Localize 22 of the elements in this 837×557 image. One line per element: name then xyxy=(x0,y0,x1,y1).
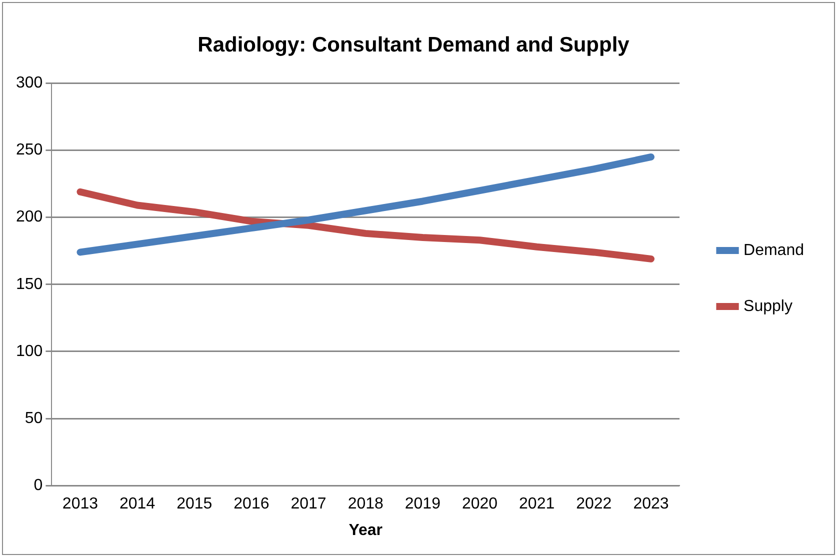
x-tick-label: 2013 xyxy=(62,496,98,513)
x-tick-label: 2018 xyxy=(348,496,384,513)
y-tick-label: 250 xyxy=(16,142,43,159)
x-tick-label: 2021 xyxy=(519,496,555,513)
y-tick-label: 0 xyxy=(34,477,43,494)
y-tick-label: 200 xyxy=(16,208,43,226)
x-tick-label: 2022 xyxy=(576,496,612,513)
x-tick-label: 2016 xyxy=(234,496,270,513)
y-tick-label: 300 xyxy=(16,74,43,92)
y-tick-label: 100 xyxy=(16,342,43,360)
x-axis-title: Year xyxy=(348,522,383,539)
legend-label: Supply xyxy=(744,298,792,315)
x-tick-label: 2017 xyxy=(290,496,326,513)
y-tick-label: 50 xyxy=(24,410,43,427)
x-tick-label: 2015 xyxy=(176,496,212,513)
y-tick-label: 150 xyxy=(16,276,43,293)
chart-title: Radiology: Consultant Demand and Supply xyxy=(198,33,630,56)
legend-label: Demand xyxy=(744,242,804,259)
x-tick-label: 2023 xyxy=(633,496,669,513)
x-tick-label: 2019 xyxy=(404,496,441,513)
x-tick-label: 2014 xyxy=(120,496,156,513)
x-tick-label: 2020 xyxy=(462,496,498,513)
